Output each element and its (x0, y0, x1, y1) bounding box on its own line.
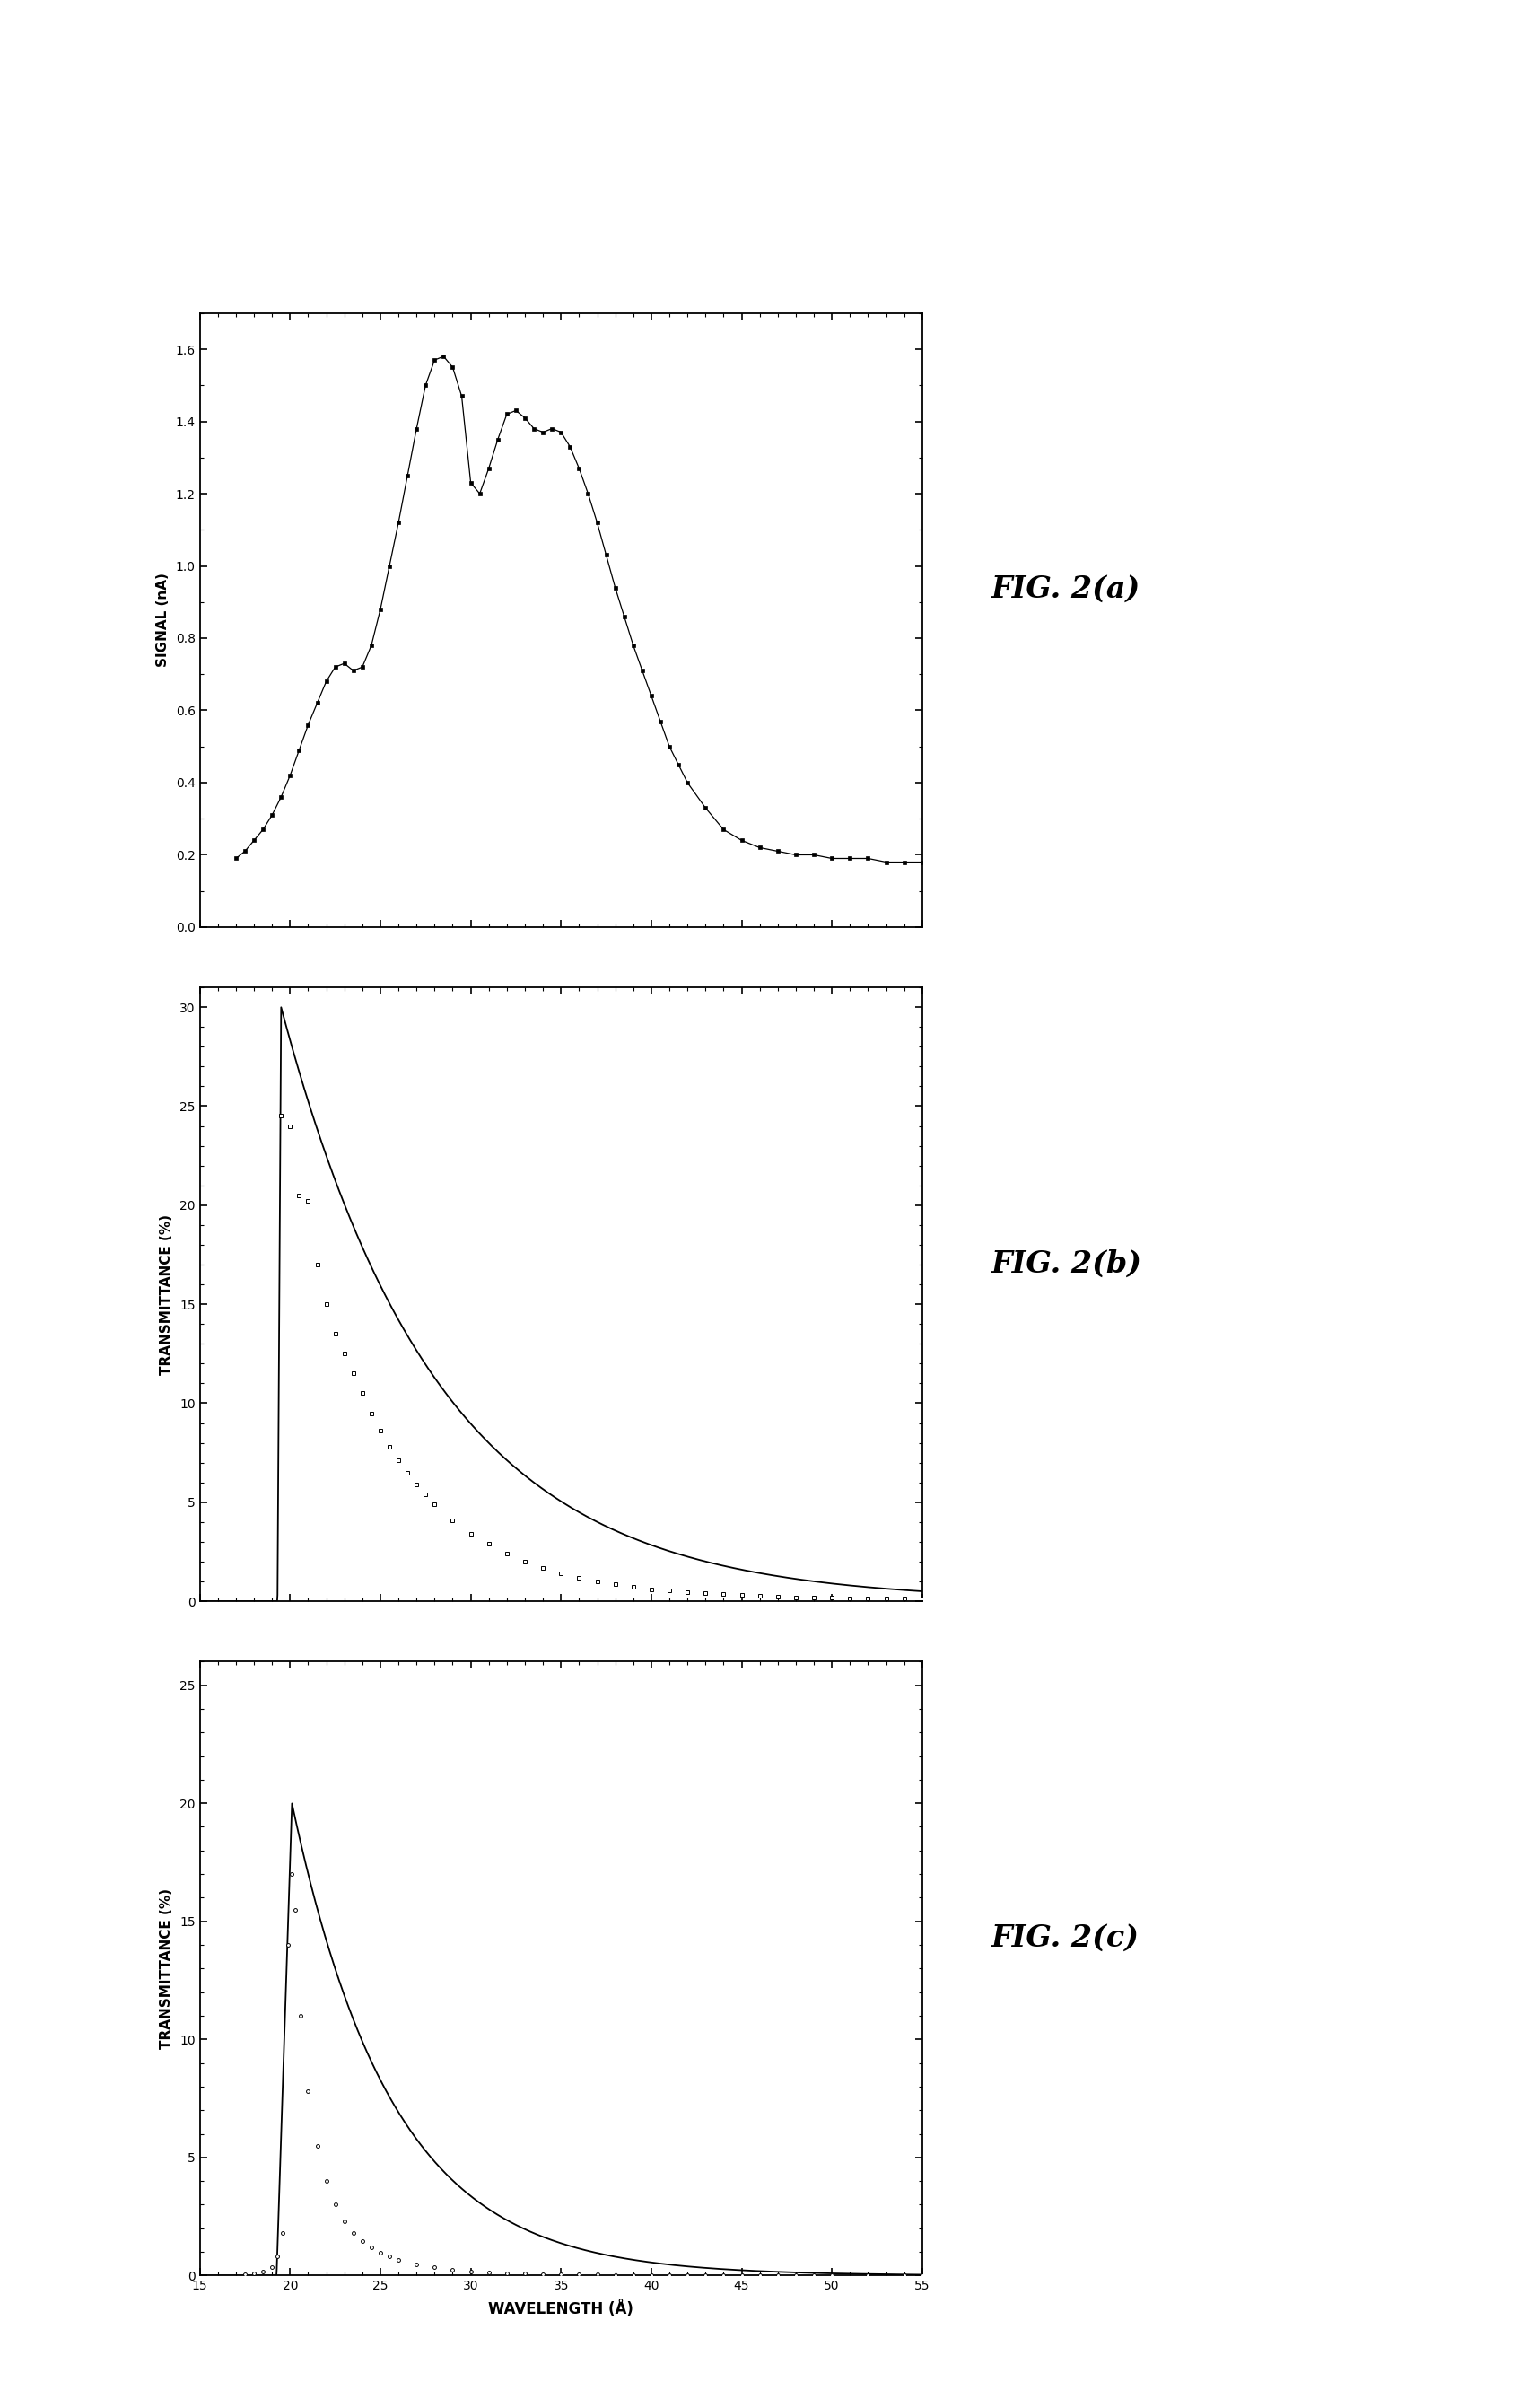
Text: FIG. 2(a): FIG. 2(a) (991, 576, 1140, 604)
Y-axis label: TRANSMITTANCE (%): TRANSMITTANCE (%) (160, 1214, 174, 1375)
Y-axis label: SIGNAL (nA): SIGNAL (nA) (155, 573, 169, 667)
Y-axis label: TRANSMITTANCE (%): TRANSMITTANCE (%) (160, 1888, 174, 2049)
Text: FIG. 2(c): FIG. 2(c) (991, 1924, 1139, 1953)
X-axis label: WAVELENGTH (Å): WAVELENGTH (Å) (489, 2300, 633, 2316)
Text: FIG. 2(b): FIG. 2(b) (991, 1250, 1142, 1279)
